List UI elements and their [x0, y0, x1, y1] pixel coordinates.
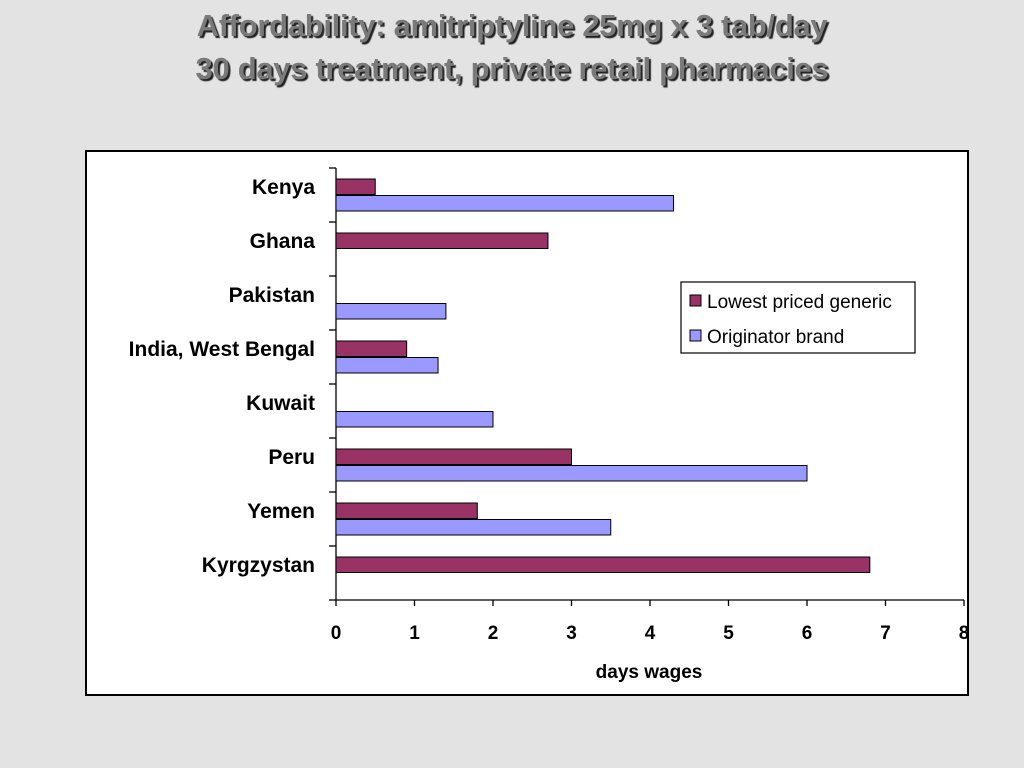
chart-frame: Kenya Ghana Pakistan India, West Bengal Kuwa… [85, 150, 969, 696]
x-tick-label: 7 [880, 623, 891, 644]
category-label: Kyrgzystan [202, 554, 315, 577]
x-tick-label: 8 [959, 623, 967, 644]
bar-originator-brand [335, 465, 808, 482]
bar-originator-brand [335, 519, 612, 536]
category-label: Peru [268, 446, 315, 469]
legend-swatch-brand [689, 329, 702, 342]
category-labels: Kenya Ghana Pakistan India, West Bengal Kuwa… [129, 176, 316, 577]
x-tick-label: 6 [802, 623, 813, 644]
bar-lowest-priced-generic [335, 232, 549, 249]
category-label: Yemen [247, 500, 315, 523]
x-tick-label: 2 [488, 623, 499, 644]
bar-lowest-priced-generic [335, 340, 408, 357]
category-label: Kuwait [246, 392, 315, 415]
bar-lowest-priced-generic [335, 448, 572, 465]
x-axis-title: days wages [596, 662, 703, 683]
x-tick-label: 1 [409, 623, 420, 644]
legend-swatch-generic [689, 294, 702, 307]
category-label: India, West Bengal [129, 338, 315, 361]
legend-label-brand: Originator brand [707, 327, 844, 348]
x-tick-labels: 0 1 2 3 4 5 6 7 8 [331, 623, 967, 644]
bar-originator-brand [335, 303, 447, 320]
legend-label-generic: Lowest priced generic [707, 292, 892, 313]
bar-originator-brand [335, 411, 494, 428]
bar-originator-brand [335, 195, 675, 212]
affordability-bar-chart: Kenya Ghana Pakistan India, West Bengal Kuwa… [129, 167, 967, 683]
bar-originator-brand [335, 357, 439, 374]
legend-box [680, 281, 916, 354]
x-tick-label: 3 [566, 623, 577, 644]
slide-title-line-1: Affordability: amitriptyline 25mg x 3 ta… [196, 8, 828, 43]
bar-lowest-priced-generic [335, 502, 478, 519]
chart-bars [335, 178, 871, 573]
x-tick-label: 4 [645, 623, 656, 644]
chart-legend: Lowest priced generic Originator brand [680, 281, 916, 354]
x-tick-label: 5 [723, 623, 734, 644]
slide-title-line-2: 30 days treatment, private retail pharma… [195, 51, 829, 86]
category-label: Kenya [252, 176, 315, 199]
category-label: Pakistan [229, 284, 315, 307]
category-label: Ghana [250, 230, 316, 253]
bar-lowest-priced-generic [335, 178, 376, 195]
x-tick-label: 0 [331, 623, 342, 644]
bar-lowest-priced-generic [335, 556, 871, 573]
